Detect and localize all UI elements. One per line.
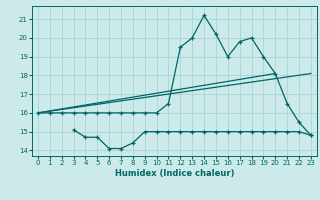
X-axis label: Humidex (Indice chaleur): Humidex (Indice chaleur) [115, 169, 234, 178]
